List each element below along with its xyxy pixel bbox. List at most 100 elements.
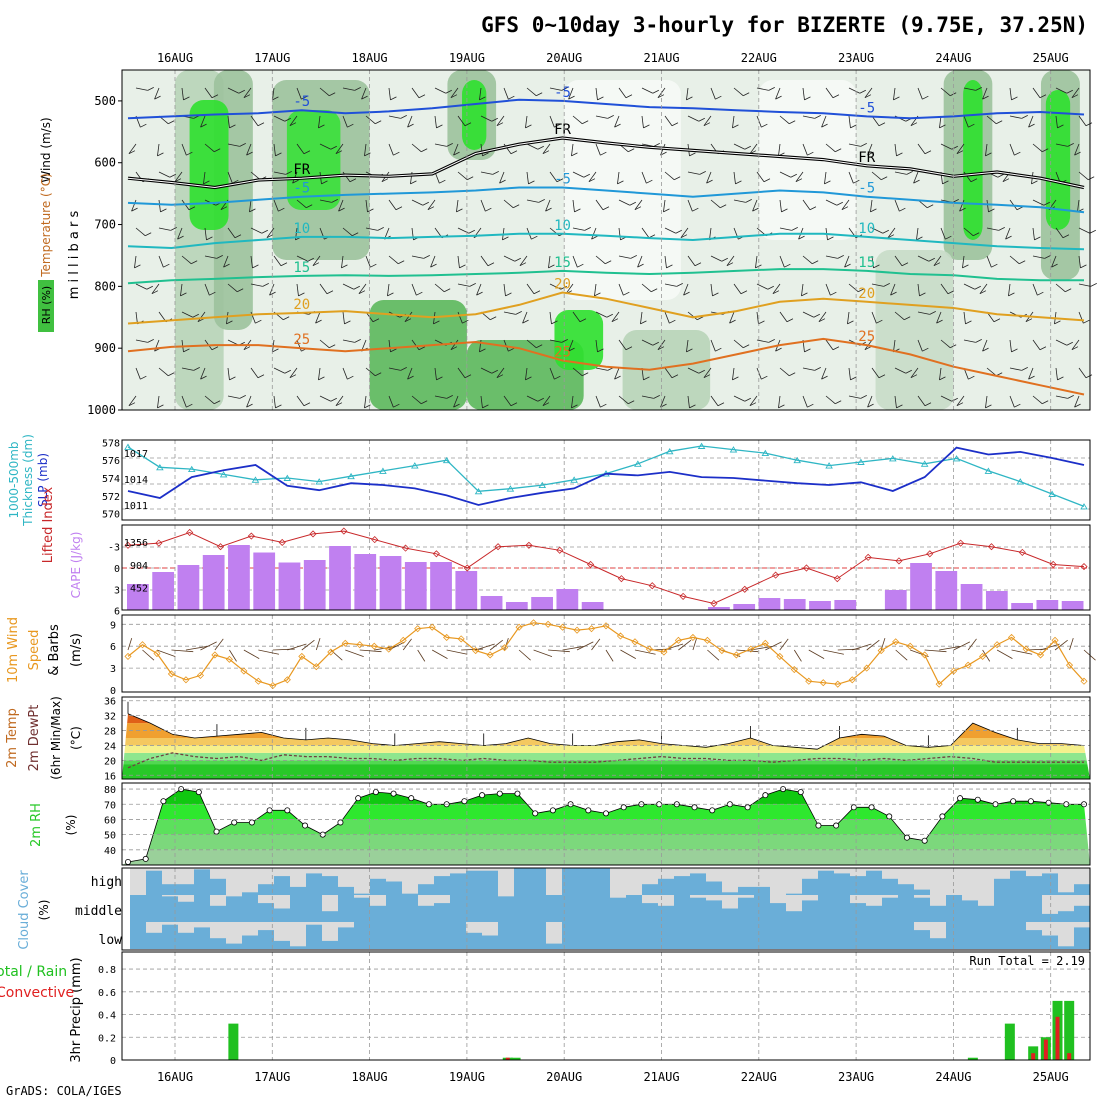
cloud-cell	[434, 903, 451, 922]
wind-barb-flag	[538, 199, 545, 203]
wind-barb	[634, 199, 643, 210]
cloud-cell	[1058, 892, 1075, 895]
wind-barb	[801, 283, 804, 296]
wind-barb	[778, 143, 781, 156]
wind-barb-flag	[646, 179, 653, 184]
wind-barb	[289, 367, 298, 378]
wind-barb-flag	[453, 403, 460, 408]
contour-label: FR	[293, 162, 310, 178]
wind-speed-marker	[747, 645, 755, 653]
wind-barb-flag	[407, 123, 414, 128]
wind-speed-marker	[935, 680, 943, 688]
cloud-cell	[962, 922, 979, 949]
temperature-tick: 24	[104, 741, 116, 752]
pressure-tick: 700	[94, 218, 116, 232]
wind-speed-marker	[327, 648, 335, 656]
wind-barb-flag	[328, 92, 336, 97]
convective-bar	[1043, 1039, 1048, 1060]
wind-barb	[227, 87, 239, 94]
wind-barb-flag	[433, 320, 440, 325]
rh-marker	[868, 804, 875, 811]
wind-barb-flag	[364, 152, 371, 157]
wind-barb-flag	[924, 402, 932, 407]
surface-wind-barb	[345, 649, 364, 657]
thickness-marker	[347, 472, 355, 480]
wind-barb-flag	[732, 124, 739, 129]
wind-speed-marker	[254, 677, 262, 685]
wind-speed-marker	[1065, 661, 1074, 669]
precip-tick: 0	[110, 1056, 116, 1067]
wind-barb	[135, 87, 148, 91]
wind-barb	[480, 171, 493, 175]
wind-barb-flag	[292, 179, 299, 184]
panels: 16AUG 16AUG 17AUG 17AUG 18AUG 18AUG 19AUG 19AUG…	[0, 51, 1097, 1084]
wind-barb-flag	[745, 199, 752, 203]
wind-barb-flag	[625, 346, 633, 351]
yaxis-label-millibars: m i l l i b a r s	[67, 211, 82, 300]
wind-barb-flag	[211, 94, 219, 99]
wind-barb	[595, 87, 598, 100]
cloud-cell	[786, 893, 803, 895]
cape-bar	[809, 601, 831, 610]
wind-barb-flag	[922, 347, 929, 352]
cloud-cell	[274, 908, 291, 922]
convective-bar	[505, 1057, 510, 1060]
cloud-cell	[610, 922, 627, 949]
wind-barb-flag	[913, 179, 920, 184]
wind-barb-flag	[466, 176, 474, 181]
lifted-index-marker	[186, 528, 194, 537]
wind-barb-flag	[962, 264, 969, 269]
wind-tick: 0	[110, 686, 116, 697]
cloud-cell	[162, 884, 179, 895]
cloud-cell	[482, 870, 499, 895]
wind-barb-flag	[397, 260, 405, 265]
rh2m-axis-label: 2m RH	[29, 803, 44, 847]
wind-barb-flag	[761, 375, 768, 380]
cloud-cell	[258, 884, 275, 895]
wind-barb	[250, 227, 262, 234]
wind-barb	[549, 171, 558, 182]
wind-barb-flag	[744, 397, 751, 402]
wind-barb	[844, 255, 850, 268]
wind-barb-flag	[353, 285, 360, 290]
wind-barb-flag	[821, 375, 828, 380]
temperature-tick: 36	[104, 697, 116, 708]
wind-barb	[315, 311, 321, 324]
wind-barb-flag	[876, 319, 883, 324]
wind-barb	[364, 143, 367, 156]
wind-speed-marker	[1008, 633, 1016, 642]
date-label-bottom: 18AUG	[352, 1070, 388, 1084]
wind-barb	[917, 395, 926, 406]
wind-speed-marker	[385, 645, 393, 653]
cape-bar	[733, 604, 756, 610]
surface-wind-barb	[518, 649, 531, 661]
rh-marker	[284, 807, 291, 814]
wind-barb	[1074, 395, 1080, 408]
cloud-cell	[386, 922, 403, 949]
cloud-cell-bg	[914, 868, 931, 895]
wind-barb	[939, 367, 942, 380]
surface-wind-barb	[127, 638, 133, 651]
wind-barb	[916, 227, 919, 240]
wind-barb	[572, 227, 585, 231]
wind-barb-flag	[1080, 264, 1087, 269]
wind-barb-flag	[933, 262, 941, 267]
wind-barb	[848, 115, 851, 128]
wind-barb	[296, 143, 305, 154]
wind-barb	[525, 367, 528, 380]
wind-barb	[893, 87, 896, 100]
wind-barb-flag	[571, 152, 578, 157]
wind-barb-flag	[422, 201, 429, 206]
wind-barb-flag	[784, 263, 791, 268]
cloud-cell	[322, 911, 339, 922]
wind-barb	[177, 227, 183, 240]
wind-barb-flag	[788, 120, 796, 125]
rh-shading	[286, 110, 341, 210]
wind-barb-flag	[482, 152, 489, 157]
wind-barb	[1009, 255, 1020, 265]
wind-barb	[1032, 339, 1041, 350]
wind-barb-flag	[335, 150, 343, 155]
wind-barb-flag	[870, 208, 877, 213]
wind-barb	[802, 255, 813, 265]
thickness-marker	[538, 481, 547, 489]
